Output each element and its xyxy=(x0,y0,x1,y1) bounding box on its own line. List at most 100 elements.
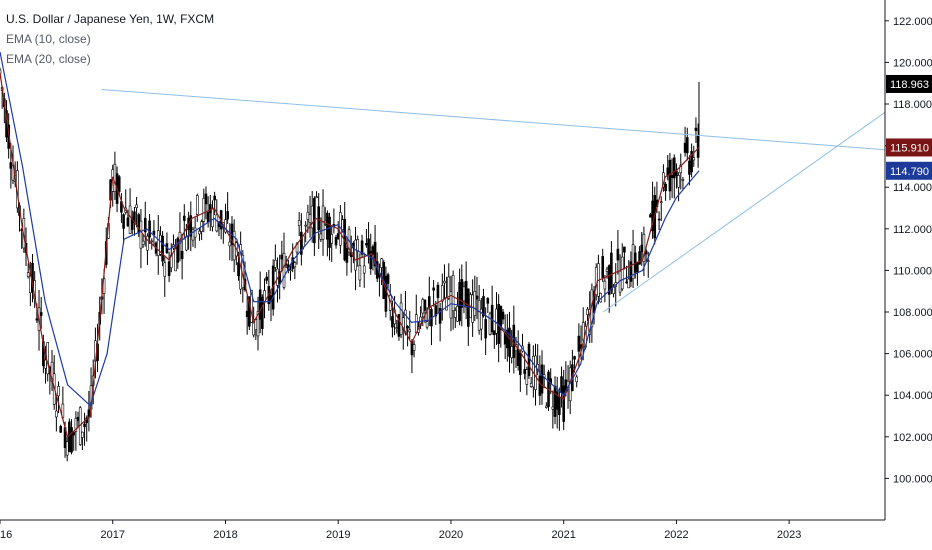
candle-body xyxy=(228,241,232,247)
candle-body xyxy=(367,238,370,256)
candle-body xyxy=(9,162,13,169)
price-tick-label: 108.000 xyxy=(893,307,932,319)
candle-body xyxy=(493,330,496,336)
candle-body xyxy=(675,170,678,176)
candle-body xyxy=(412,344,416,351)
candle-body xyxy=(74,417,78,432)
candle-body xyxy=(685,137,689,154)
candle-body xyxy=(39,312,43,316)
candle-body xyxy=(113,163,117,193)
candle-body xyxy=(126,217,130,227)
candle-body xyxy=(488,313,492,335)
candle-body xyxy=(462,286,466,302)
candle-body xyxy=(534,355,537,390)
time-tick-label: 2019 xyxy=(326,529,350,541)
candle-body xyxy=(317,206,321,231)
candle-body xyxy=(72,431,76,436)
candle-body xyxy=(610,252,613,291)
candle-body xyxy=(638,251,641,265)
candle-body xyxy=(406,326,409,329)
candle-body xyxy=(425,321,429,328)
chart-legend: U.S. Dollar / Japanese Yen, 1W, FXCM EMA… xyxy=(6,9,214,69)
candle-body xyxy=(393,309,396,325)
candle-body xyxy=(458,282,461,322)
candle-body xyxy=(551,406,555,410)
candle-body xyxy=(148,220,151,238)
candle-body xyxy=(206,212,210,223)
ema20-price-badge-text: 114.790 xyxy=(890,166,929,178)
candle-body xyxy=(625,281,628,284)
candle-body xyxy=(460,279,464,308)
candle-body xyxy=(688,160,691,175)
candle-body xyxy=(135,204,138,208)
candle-body xyxy=(471,294,474,323)
candle-body xyxy=(690,151,693,173)
candle-body xyxy=(558,396,561,415)
candle-body xyxy=(605,268,609,272)
candle-body xyxy=(414,314,418,333)
candle-body xyxy=(328,216,331,248)
candle-body xyxy=(668,159,672,192)
chart-title: U.S. Dollar / Japanese Yen, 1W, FXCM xyxy=(6,12,215,26)
candle-body xyxy=(640,244,644,253)
candle-body xyxy=(215,214,219,232)
price-tick-label: 100.000 xyxy=(893,473,932,485)
candle-body xyxy=(68,421,71,453)
candle-body xyxy=(456,305,459,322)
candle-body xyxy=(560,376,563,393)
candle-body xyxy=(623,246,626,253)
candle-body xyxy=(553,385,557,417)
candle-body xyxy=(204,193,208,205)
candle-body xyxy=(490,304,494,332)
candle-body xyxy=(356,239,360,252)
candle-body xyxy=(211,208,214,228)
candle-body xyxy=(44,359,47,369)
candle-body xyxy=(508,327,511,357)
candle-body xyxy=(213,195,216,201)
price-axis: 100.000 102.000 104.000 106.000 108.000 110.0… xyxy=(885,16,932,485)
candle-body xyxy=(326,212,329,240)
candle-body xyxy=(282,252,286,288)
trendline xyxy=(602,111,886,313)
candle-body xyxy=(484,319,487,339)
candle-body xyxy=(631,244,635,279)
candle-body xyxy=(447,276,451,299)
last-price-badge-text: 118.963 xyxy=(890,79,929,91)
candle-body xyxy=(657,218,661,221)
price-tick-label: 104.000 xyxy=(893,390,932,402)
candle-body xyxy=(646,260,650,263)
candle-body xyxy=(573,356,576,360)
candle-body xyxy=(432,287,435,291)
time-axis: 2016 2017 2018 2019 2020 2021 2022 2023 xyxy=(0,520,801,541)
candle-body xyxy=(545,405,548,408)
candle-body xyxy=(523,369,526,374)
time-tick-label: 2023 xyxy=(777,529,801,541)
ema10-legend: EMA (10, close) xyxy=(6,32,91,46)
candle-body xyxy=(345,248,349,263)
candle-body xyxy=(440,285,444,302)
candle-body xyxy=(330,234,334,244)
candle-body xyxy=(117,176,121,192)
candle-body xyxy=(289,269,292,271)
ema-lines xyxy=(0,51,700,438)
time-tick-label: 2022 xyxy=(664,529,688,541)
ema10-price-badge-bg xyxy=(886,138,932,157)
candle-body xyxy=(516,348,520,366)
candle-body xyxy=(601,256,605,278)
candle-body xyxy=(265,276,268,281)
candle-body xyxy=(421,299,425,314)
candle-body xyxy=(180,250,184,260)
candle-body xyxy=(627,278,631,289)
candle-body xyxy=(399,302,403,335)
price-tick-label: 118.000 xyxy=(893,99,932,111)
candle-body xyxy=(562,385,565,422)
candle-body xyxy=(261,296,264,329)
candle-body xyxy=(139,220,143,249)
candle-body xyxy=(659,201,663,203)
candle-body xyxy=(525,369,529,385)
candle-body xyxy=(304,224,307,227)
candle-body xyxy=(35,318,39,321)
candle-body xyxy=(603,280,607,290)
candle-body xyxy=(176,238,180,263)
